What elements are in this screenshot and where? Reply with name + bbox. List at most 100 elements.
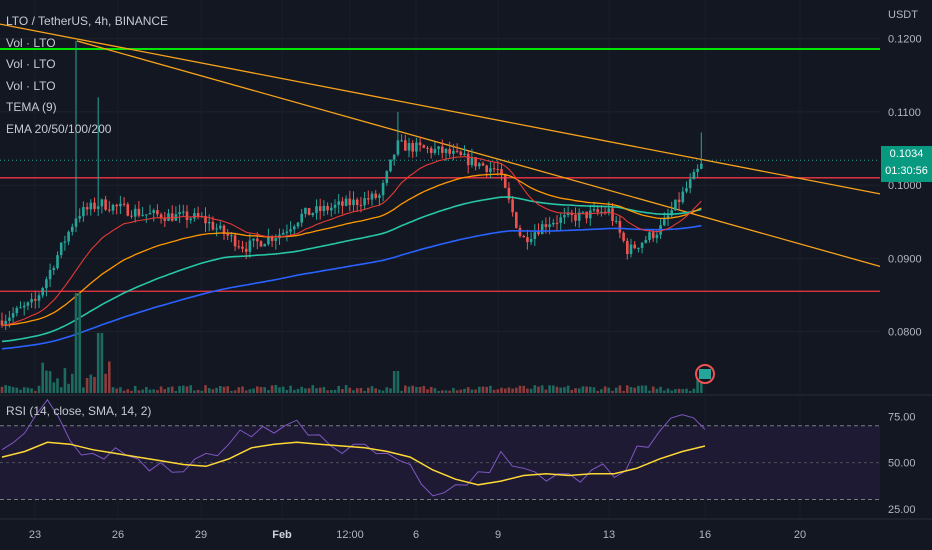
indicator-vol-3[interactable]: Vol · LTO [6,78,56,93]
candle-body [15,308,19,314]
candle-body [352,199,355,206]
volume-bar [100,333,104,393]
volume-bar [614,387,618,393]
volume-bar [448,390,451,393]
volume-bar [651,386,655,393]
candle-body [374,193,377,198]
ema-50-line [1,173,702,326]
volume-bar [644,385,648,393]
candle-body [300,213,303,223]
candle-body [226,233,229,236]
candle-body [337,201,340,205]
volume-bar [307,388,311,393]
volume-bar [337,385,340,393]
volume-bar [148,389,152,393]
symbol-title[interactable]: LTO / TetherUS, 4h, BINANCE [6,14,169,28]
candle-body [0,320,4,326]
price-tick-label: 0.1000 [888,180,922,192]
volume-bar [237,387,241,393]
volume-bar [293,390,296,393]
volume-bar [226,386,229,393]
trend-line [0,23,881,195]
volume-bar [82,387,85,393]
candle-body [330,207,333,211]
volume-bar [63,368,67,393]
volume-bar [233,390,237,393]
volume-bar [45,370,48,393]
candle-body [93,202,96,209]
volume-bar [422,385,426,393]
candle-body [370,193,374,200]
candle-body [333,204,337,208]
volume-bar [622,390,625,393]
volume-bar [640,385,644,393]
candle-body [204,215,207,224]
rsi-legend[interactable]: RSI (14, close, SMA, 14, 2) [6,404,152,418]
candle-body [126,204,130,216]
volume-bar [34,390,37,393]
volume-bar [145,387,148,393]
indicator-ema[interactable]: EMA 20/50/100/200 [6,121,112,136]
volume-bar [126,389,130,393]
candle-body [470,157,474,166]
volume-bar [374,388,377,393]
candle-body [474,157,477,167]
time-tick-label: 23 [29,529,41,541]
volume-bar [348,387,352,393]
candle-body [466,153,470,166]
candle-body [163,218,167,221]
candle-body [207,221,211,224]
volume-bar [518,385,522,393]
candle-body [700,163,703,169]
candle-body [511,199,514,213]
candle-body [148,213,152,215]
candle-body [489,168,492,172]
volume-bar [415,386,418,393]
volume-bar [444,390,448,393]
candle-body [256,238,259,242]
volume-bar [589,386,592,393]
volume-bar [400,390,403,393]
time-tick-label: 12:00 [336,529,364,541]
indicator-vol-2[interactable]: Vol · LTO [6,57,56,71]
volume-bar [59,387,63,393]
candle-body [259,241,263,247]
volume-bar [119,387,122,393]
volume-bar [322,387,326,393]
candle-body [193,213,196,219]
time-tick-label: Feb [272,529,292,541]
volume-bar [89,374,93,393]
volume-bar [211,389,215,393]
indicator-vol-1[interactable]: Vol · LTO [6,35,56,50]
candle-body [41,288,44,296]
candle-body [230,235,233,237]
candle-body [48,269,52,280]
volume-bar [200,390,204,393]
candle-body [222,225,226,234]
candle-body [307,208,311,216]
volume-bar [93,376,96,393]
indicator-tema[interactable]: TEMA (9) [6,100,57,114]
candle-body [56,255,59,269]
volume-bar [437,390,440,393]
candle-body [185,211,189,221]
volume-bar [396,371,400,393]
volume-bar [178,386,181,393]
candle-body [19,307,22,309]
candle-body [363,198,366,206]
candle-body [463,153,466,156]
volume-bar [19,389,22,393]
candle-body [348,198,352,206]
volume-bar [603,386,607,393]
volume-bar [392,371,396,393]
volume-bar [22,387,26,393]
candle-body [633,244,636,249]
volume-bar [170,386,174,393]
volume-bar [74,293,78,393]
volume-bar [688,390,692,393]
candle-body [526,237,529,243]
volume-bar [548,385,551,393]
candle-body [37,295,41,301]
candle-body [115,204,118,207]
